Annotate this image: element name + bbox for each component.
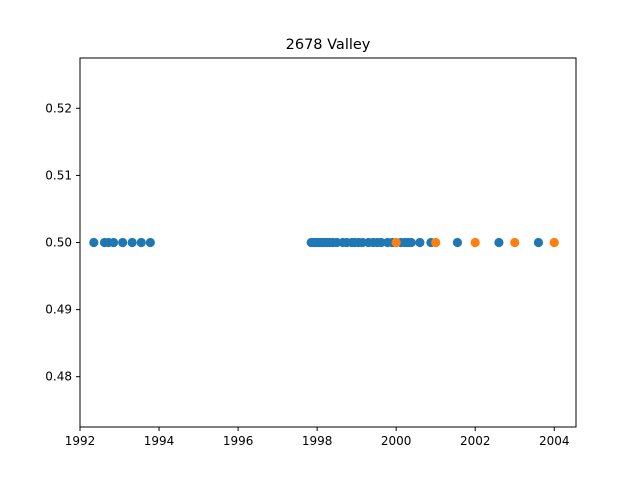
data-point-series-1: [470, 237, 480, 248]
x-tick-label: 1992: [65, 434, 96, 448]
x-tick-label: 1998: [302, 434, 333, 448]
data-point-series-1: [431, 237, 441, 248]
y-tick-label: 0.52: [45, 101, 72, 115]
data-points: [89, 237, 559, 248]
data-point-series-0: [376, 237, 386, 248]
data-point-series-1: [391, 237, 401, 248]
y-tick-label: 0.50: [45, 236, 72, 250]
data-point-series-0: [89, 237, 99, 248]
data-point-series-0: [406, 237, 416, 248]
y-tick-label: 0.48: [45, 370, 72, 384]
data-point-series-0: [136, 237, 146, 248]
data-point-series-1: [549, 237, 559, 248]
x-tick-label: 1994: [144, 434, 175, 448]
data-point-series-0: [127, 237, 137, 248]
data-point-series-0: [415, 237, 425, 248]
y-tick-label: 0.51: [45, 168, 72, 182]
x-tick-label: 2002: [460, 434, 491, 448]
data-point-series-1: [510, 237, 520, 248]
data-point-series-0: [118, 237, 128, 248]
x-tick-label: 1996: [223, 434, 254, 448]
y-tick-label: 0.49: [45, 303, 72, 317]
y-axis: 0.48 0.49 0.50 0.51 0.52: [45, 101, 80, 384]
data-point-series-0: [494, 237, 504, 248]
x-tick-label: 2004: [539, 434, 570, 448]
x-tick-label: 2000: [381, 434, 412, 448]
chart-title: 2678 Valley: [286, 37, 371, 53]
data-point-series-0: [108, 237, 119, 248]
data-point-series-0: [452, 237, 463, 248]
data-point-series-0: [145, 237, 155, 248]
x-axis: 1992 1994 1996 1998 2000 2002 2004: [65, 427, 570, 448]
data-point-series-0: [533, 237, 544, 248]
